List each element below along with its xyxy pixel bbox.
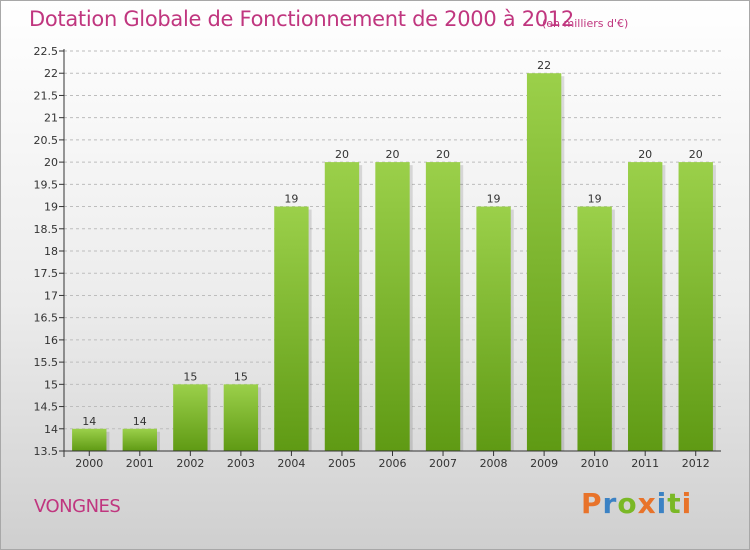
- y-tick-label: 18: [44, 245, 58, 258]
- bar-group: [526, 73, 565, 451]
- value-label: 19: [284, 193, 298, 206]
- bar-group: [425, 162, 464, 451]
- x-tick-label: 2006: [379, 457, 407, 470]
- x-tick-label: 2012: [682, 457, 710, 470]
- value-label: 14: [82, 415, 96, 428]
- y-tick-label: 19: [44, 201, 58, 214]
- y-tick-label: 21: [44, 112, 58, 125]
- y-tick-label: 14.5: [34, 401, 59, 414]
- y-tick-label: 14: [44, 423, 58, 436]
- y-tick-labels: 13.5 14 14.5 15 15.5 16 16.5 17 17.5 18 18.5 19 19.5…: [34, 45, 59, 458]
- x-tick-label: 2011: [631, 457, 659, 470]
- value-labels: 14 14 15 15 19 20 20 20 19 22 19 20 20: [82, 59, 702, 428]
- bar: [122, 428, 157, 451]
- bar: [375, 162, 410, 451]
- value-label: 15: [234, 370, 248, 383]
- y-tick-label: 15.5: [34, 356, 59, 369]
- x-tick-label: 2002: [176, 457, 204, 470]
- y-tick-label: 18.5: [34, 223, 59, 236]
- y-tick-label: 17.5: [34, 267, 59, 280]
- y-tick-label: 17: [44, 289, 58, 302]
- y-tick-label: 19.5: [34, 178, 59, 191]
- value-label: 20: [638, 148, 652, 161]
- value-label: 19: [588, 193, 602, 206]
- bars: [72, 73, 716, 451]
- bar-group: [72, 428, 110, 451]
- bar-group: [628, 162, 666, 451]
- value-label: 20: [689, 148, 703, 161]
- commune-name: VONGNES: [34, 496, 121, 517]
- axes: [59, 49, 721, 457]
- bar-group: [678, 162, 716, 451]
- bar-group: [577, 206, 615, 451]
- value-label: 20: [386, 148, 400, 161]
- bar: [274, 206, 309, 451]
- y-tick-label: 15: [44, 378, 58, 391]
- x-tick-label: 2003: [227, 457, 255, 470]
- bar: [72, 428, 107, 451]
- y-tick-label: 16: [44, 334, 58, 347]
- bar-group: [375, 162, 413, 451]
- x-tick-label: 2008: [480, 457, 508, 470]
- bar-group: [274, 206, 312, 451]
- bar: [324, 162, 360, 451]
- value-label: 20: [335, 148, 349, 161]
- bar: [223, 384, 259, 451]
- x-tick-label: 2007: [429, 457, 457, 470]
- x-tick-label: 2010: [581, 457, 609, 470]
- x-tick-label: 2000: [75, 457, 103, 470]
- value-label: 22: [537, 59, 551, 72]
- bar: [173, 384, 208, 451]
- x-tick-label: 2001: [126, 457, 154, 470]
- y-tick-label: 20: [44, 156, 58, 169]
- bar: [476, 206, 511, 451]
- chart-title: Dotation Globale de Fonctionnement de 20…: [29, 7, 574, 31]
- bar-group: [122, 428, 160, 451]
- value-label: 15: [183, 370, 197, 383]
- y-tick-label: 22: [44, 67, 58, 80]
- bar: [526, 73, 562, 451]
- bar-group: [173, 384, 211, 451]
- bar-group: [476, 206, 514, 451]
- bar: [628, 162, 663, 451]
- bar: [425, 162, 461, 451]
- bar-group: [324, 162, 363, 451]
- x-tick-label: 2009: [530, 457, 558, 470]
- chart-subtitle: (en milliers d'€): [542, 17, 629, 30]
- bar: [577, 206, 612, 451]
- y-tick-label: 16.5: [34, 312, 59, 325]
- bar: [678, 162, 713, 451]
- x-tick-labels: 2000 2001 2002 2003 2004 2005 2006 2007 2008 2009…: [75, 457, 709, 470]
- y-tick-label: 20.5: [34, 134, 59, 147]
- value-label: 20: [436, 148, 450, 161]
- y-tick-label: 21.5: [34, 89, 59, 102]
- y-tick-label: 22.5: [34, 45, 59, 58]
- proxiti-logo: Proxiti: [581, 487, 693, 520]
- x-tick-label: 2005: [328, 457, 356, 470]
- bar-group: [223, 384, 262, 451]
- value-label: 14: [133, 415, 147, 428]
- value-label: 19: [487, 193, 501, 206]
- x-tick-label: 2004: [277, 457, 305, 470]
- y-tick-label: 13.5: [34, 445, 59, 458]
